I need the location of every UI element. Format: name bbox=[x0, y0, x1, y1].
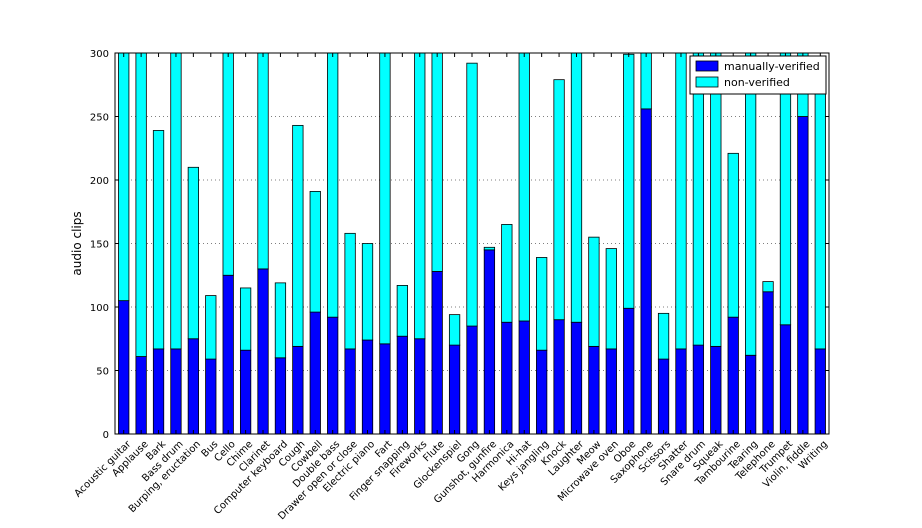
bar-manually-verified bbox=[640, 108, 652, 435]
y-axis: 0 50 100 150 200 250 300 bbox=[90, 49, 829, 441]
bar-manually-verified bbox=[710, 345, 722, 435]
bar-manually-verified bbox=[814, 348, 826, 435]
bar-manually-verified bbox=[135, 356, 147, 435]
bar-non-verified bbox=[118, 52, 130, 302]
y-tick-label: 50 bbox=[96, 367, 109, 378]
bar-non-verified bbox=[274, 282, 287, 359]
bar-non-verified bbox=[745, 52, 757, 356]
bar-manually-verified bbox=[118, 300, 130, 435]
bar-non-verified bbox=[501, 224, 513, 323]
bar-non-verified bbox=[692, 52, 705, 346]
bar-non-verified bbox=[623, 53, 635, 309]
bar-manually-verified bbox=[205, 358, 217, 435]
bar-non-verified bbox=[239, 287, 252, 351]
bar-non-verified bbox=[309, 191, 321, 313]
bar-manually-verified bbox=[379, 343, 391, 435]
bar-non-verified bbox=[222, 52, 234, 276]
bar-manually-verified bbox=[745, 354, 757, 435]
bar-manually-verified bbox=[327, 316, 339, 435]
bar-non-verified bbox=[431, 52, 443, 272]
bar-non-verified bbox=[657, 312, 670, 360]
bar-non-verified bbox=[187, 166, 199, 340]
bar-non-verified bbox=[292, 124, 304, 347]
bar-non-verified bbox=[483, 246, 496, 251]
bar-manually-verified bbox=[553, 319, 565, 435]
bar-manually-verified bbox=[518, 320, 530, 435]
bar-non-verified bbox=[344, 232, 356, 350]
bar-non-verified bbox=[605, 248, 617, 350]
y-tick-label: 0 bbox=[103, 430, 109, 441]
bar-manually-verified bbox=[274, 357, 287, 435]
bar-non-verified bbox=[570, 52, 583, 323]
bar-manually-verified bbox=[727, 316, 739, 435]
bar-manually-verified bbox=[170, 348, 182, 435]
bar-manually-verified bbox=[570, 321, 583, 435]
bar-non-verified bbox=[361, 243, 374, 341]
bars bbox=[118, 52, 826, 435]
bar-non-verified bbox=[553, 79, 565, 321]
bar-non-verified bbox=[814, 90, 826, 350]
bar-manually-verified bbox=[309, 311, 321, 435]
bar-manually-verified bbox=[257, 268, 269, 435]
bar-non-verified bbox=[727, 152, 739, 318]
bar-non-verified bbox=[588, 236, 600, 347]
bar-manually-verified bbox=[605, 348, 617, 435]
bar-non-verified bbox=[466, 62, 478, 327]
y-tick-label: 150 bbox=[90, 240, 109, 251]
bar-non-verified bbox=[536, 257, 548, 351]
bar-non-verified bbox=[396, 285, 408, 337]
bar-non-verified bbox=[257, 52, 269, 270]
bar-manually-verified bbox=[292, 345, 304, 435]
bar-non-verified bbox=[135, 52, 147, 357]
bar-non-verified bbox=[327, 52, 339, 318]
bar-non-verified bbox=[448, 314, 461, 346]
bar-non-verified bbox=[762, 281, 774, 293]
bar-manually-verified bbox=[222, 274, 234, 435]
bar-non-verified bbox=[640, 52, 652, 110]
bar-manually-verified bbox=[762, 291, 774, 435]
bar-manually-verified bbox=[588, 345, 600, 435]
bar-manually-verified bbox=[483, 249, 496, 435]
bar-manually-verified bbox=[396, 335, 408, 435]
legend: manually-verified non-verified bbox=[689, 55, 827, 95]
bar-manually-verified bbox=[623, 307, 635, 435]
bar-non-verified bbox=[675, 52, 687, 350]
bar-manually-verified bbox=[797, 116, 809, 435]
bar-manually-verified bbox=[501, 321, 513, 435]
bar-manually-verified bbox=[152, 348, 165, 435]
bar-manually-verified bbox=[414, 338, 426, 435]
legend-label: non-verified bbox=[724, 76, 790, 89]
bar-manually-verified bbox=[431, 271, 443, 435]
bar-manually-verified bbox=[361, 339, 374, 435]
bar-non-verified bbox=[205, 295, 217, 360]
bar-manually-verified bbox=[692, 344, 705, 435]
bar-manually-verified bbox=[187, 338, 199, 435]
bar-manually-verified bbox=[536, 349, 548, 435]
bar-manually-verified bbox=[779, 324, 792, 435]
bar-manually-verified bbox=[448, 344, 461, 435]
bar-non-verified bbox=[152, 130, 165, 350]
y-tick-label: 250 bbox=[90, 113, 109, 124]
y-tick-label: 100 bbox=[90, 303, 109, 314]
legend-swatch bbox=[695, 60, 719, 72]
bar-non-verified bbox=[170, 52, 182, 350]
y-axis-label: audio clips bbox=[70, 211, 84, 275]
y-tick-label: 200 bbox=[90, 176, 109, 187]
bar-non-verified bbox=[518, 52, 530, 322]
bar-non-verified bbox=[414, 52, 426, 340]
bar-manually-verified bbox=[466, 325, 478, 435]
bar-manually-verified bbox=[675, 348, 687, 435]
bar-non-verified bbox=[379, 52, 391, 345]
legend-label: manually-verified bbox=[724, 60, 820, 73]
bar-manually-verified bbox=[239, 349, 252, 435]
bar-non-verified bbox=[710, 52, 722, 347]
y-tick-label: 300 bbox=[90, 49, 109, 60]
bar-manually-verified bbox=[657, 358, 670, 435]
bar-manually-verified bbox=[344, 348, 356, 435]
legend-swatch bbox=[695, 76, 719, 88]
